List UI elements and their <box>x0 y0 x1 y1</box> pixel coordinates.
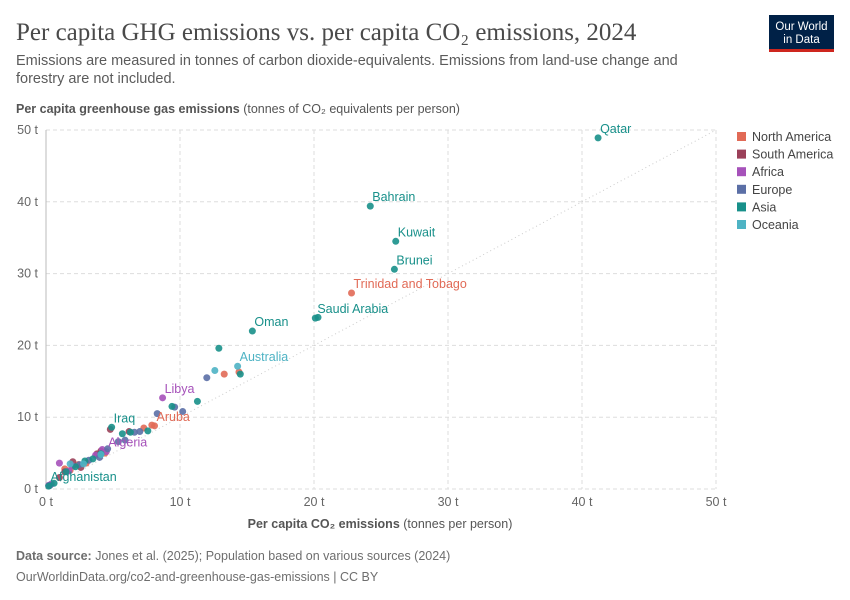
legend-label[interactable]: Asia <box>752 200 776 214</box>
point[interactable] <box>220 370 228 378</box>
x-axis-label: Per capita CO₂ emissions (tonnes per per… <box>248 517 513 531</box>
source-text: Jones et al. (2025); Population based on… <box>95 549 450 563</box>
x-tick-label: 20 t <box>304 495 325 509</box>
legend-swatch <box>737 167 746 177</box>
point[interactable] <box>144 427 152 435</box>
point[interactable] <box>118 430 126 438</box>
legend-swatch <box>737 149 746 159</box>
point[interactable] <box>390 265 398 273</box>
logo-text: Our World <box>775 21 827 33</box>
x-tick-label: 50 t <box>706 495 727 509</box>
point-label: Australia <box>240 350 289 364</box>
subtitle: forestry are not included. <box>16 71 176 87</box>
point[interactable] <box>97 451 105 459</box>
point[interactable] <box>392 237 400 245</box>
logo-box <box>769 15 834 52</box>
point[interactable] <box>366 202 374 210</box>
legend-label[interactable]: Oceania <box>752 218 799 232</box>
point[interactable] <box>179 407 187 415</box>
y-axis-unit: (tonnes of CO₂ equivalents per person) <box>243 102 460 116</box>
point-label: Kuwait <box>398 225 436 239</box>
legend-swatch <box>737 132 746 141</box>
point[interactable] <box>121 436 129 444</box>
point[interactable] <box>168 402 176 410</box>
source-label: Data source: <box>16 549 92 563</box>
point[interactable] <box>193 397 201 405</box>
point[interactable] <box>234 362 242 370</box>
point[interactable] <box>203 374 211 382</box>
x-tick-label: 40 t <box>572 495 593 509</box>
point[interactable] <box>114 438 122 446</box>
point-label: Algeria <box>108 436 147 450</box>
point[interactable] <box>108 423 116 431</box>
point-label: Iraq <box>114 411 136 425</box>
x-tick-label: 30 t <box>438 495 459 509</box>
point[interactable] <box>594 134 602 142</box>
point[interactable] <box>148 421 156 429</box>
y-axis-label: Per capita greenhouse gas emissions (ton… <box>16 102 460 116</box>
legend-label[interactable]: South America <box>752 148 833 162</box>
point[interactable] <box>55 474 63 482</box>
logo[interactable]: Our World in Data <box>769 15 834 52</box>
parity-line <box>45 129 717 490</box>
footer-source: Data source: Jones et al. (2025); Popula… <box>16 549 450 563</box>
point[interactable] <box>211 367 219 375</box>
point[interactable] <box>153 410 161 418</box>
x-tick-label: 0 t <box>39 495 53 509</box>
footer-url[interactable]: OurWorldinData.org/co2-and-greenhouse-ga… <box>16 570 379 584</box>
point-label: Oman <box>254 315 288 329</box>
point[interactable] <box>236 370 244 378</box>
x-tick-label: 10 t <box>170 495 191 509</box>
points <box>45 134 602 490</box>
point-label: Afghanistan <box>51 470 117 484</box>
point-labels: Trinidad and Tobago Aruba Libya Algeria Qata… <box>51 122 632 484</box>
point[interactable] <box>136 428 144 436</box>
logo-underline <box>769 49 834 52</box>
x-axis-title: Per capita CO₂ emissions <box>248 517 400 531</box>
point-label: Saudi Arabia <box>317 302 388 316</box>
point[interactable] <box>104 445 112 453</box>
point-label: Bahrain <box>372 190 415 204</box>
point[interactable] <box>55 459 63 467</box>
point-label: Brunei <box>396 253 432 267</box>
y-tick-label: 30 t <box>17 267 38 281</box>
point-label: Aruba <box>157 410 190 424</box>
y-tick-label: 20 t <box>17 338 38 352</box>
y-tick-label: 50 t <box>17 123 38 137</box>
point[interactable] <box>80 460 88 468</box>
legend-swatch <box>737 184 746 194</box>
logo-text: in Data <box>783 34 820 46</box>
legend-swatch <box>737 202 746 212</box>
point-label: Trinidad and Tobago <box>354 277 467 291</box>
legend-swatch <box>737 220 746 229</box>
y-tick-label: 0 t <box>24 482 38 496</box>
legend-label[interactable]: Africa <box>752 165 784 179</box>
point[interactable] <box>66 460 74 468</box>
point-label: Libya <box>165 382 195 396</box>
y-tick-label: 10 t <box>17 410 38 424</box>
point[interactable] <box>126 428 134 436</box>
point[interactable] <box>159 394 167 402</box>
x-axis-unit: (tonnes per person) <box>403 517 512 531</box>
point-label: Qatar <box>600 122 631 136</box>
point[interactable] <box>71 463 79 471</box>
point[interactable] <box>89 455 97 463</box>
legend-label[interactable]: Europe <box>752 183 792 197</box>
point[interactable] <box>62 468 70 476</box>
legend-label[interactable]: North America <box>752 130 831 144</box>
subtitle: Emissions are measured in tonnes of carb… <box>16 53 678 69</box>
y-tick-label: 40 t <box>17 195 38 209</box>
point[interactable] <box>248 327 256 335</box>
point[interactable] <box>50 479 58 487</box>
y-axis-title: Per capita greenhouse gas emissions <box>16 102 240 116</box>
chart-title: Per capita GHG emissions vs. per capita … <box>16 19 637 46</box>
point[interactable] <box>314 313 322 321</box>
point[interactable] <box>215 344 223 352</box>
point[interactable] <box>348 289 356 297</box>
point[interactable] <box>45 482 53 490</box>
